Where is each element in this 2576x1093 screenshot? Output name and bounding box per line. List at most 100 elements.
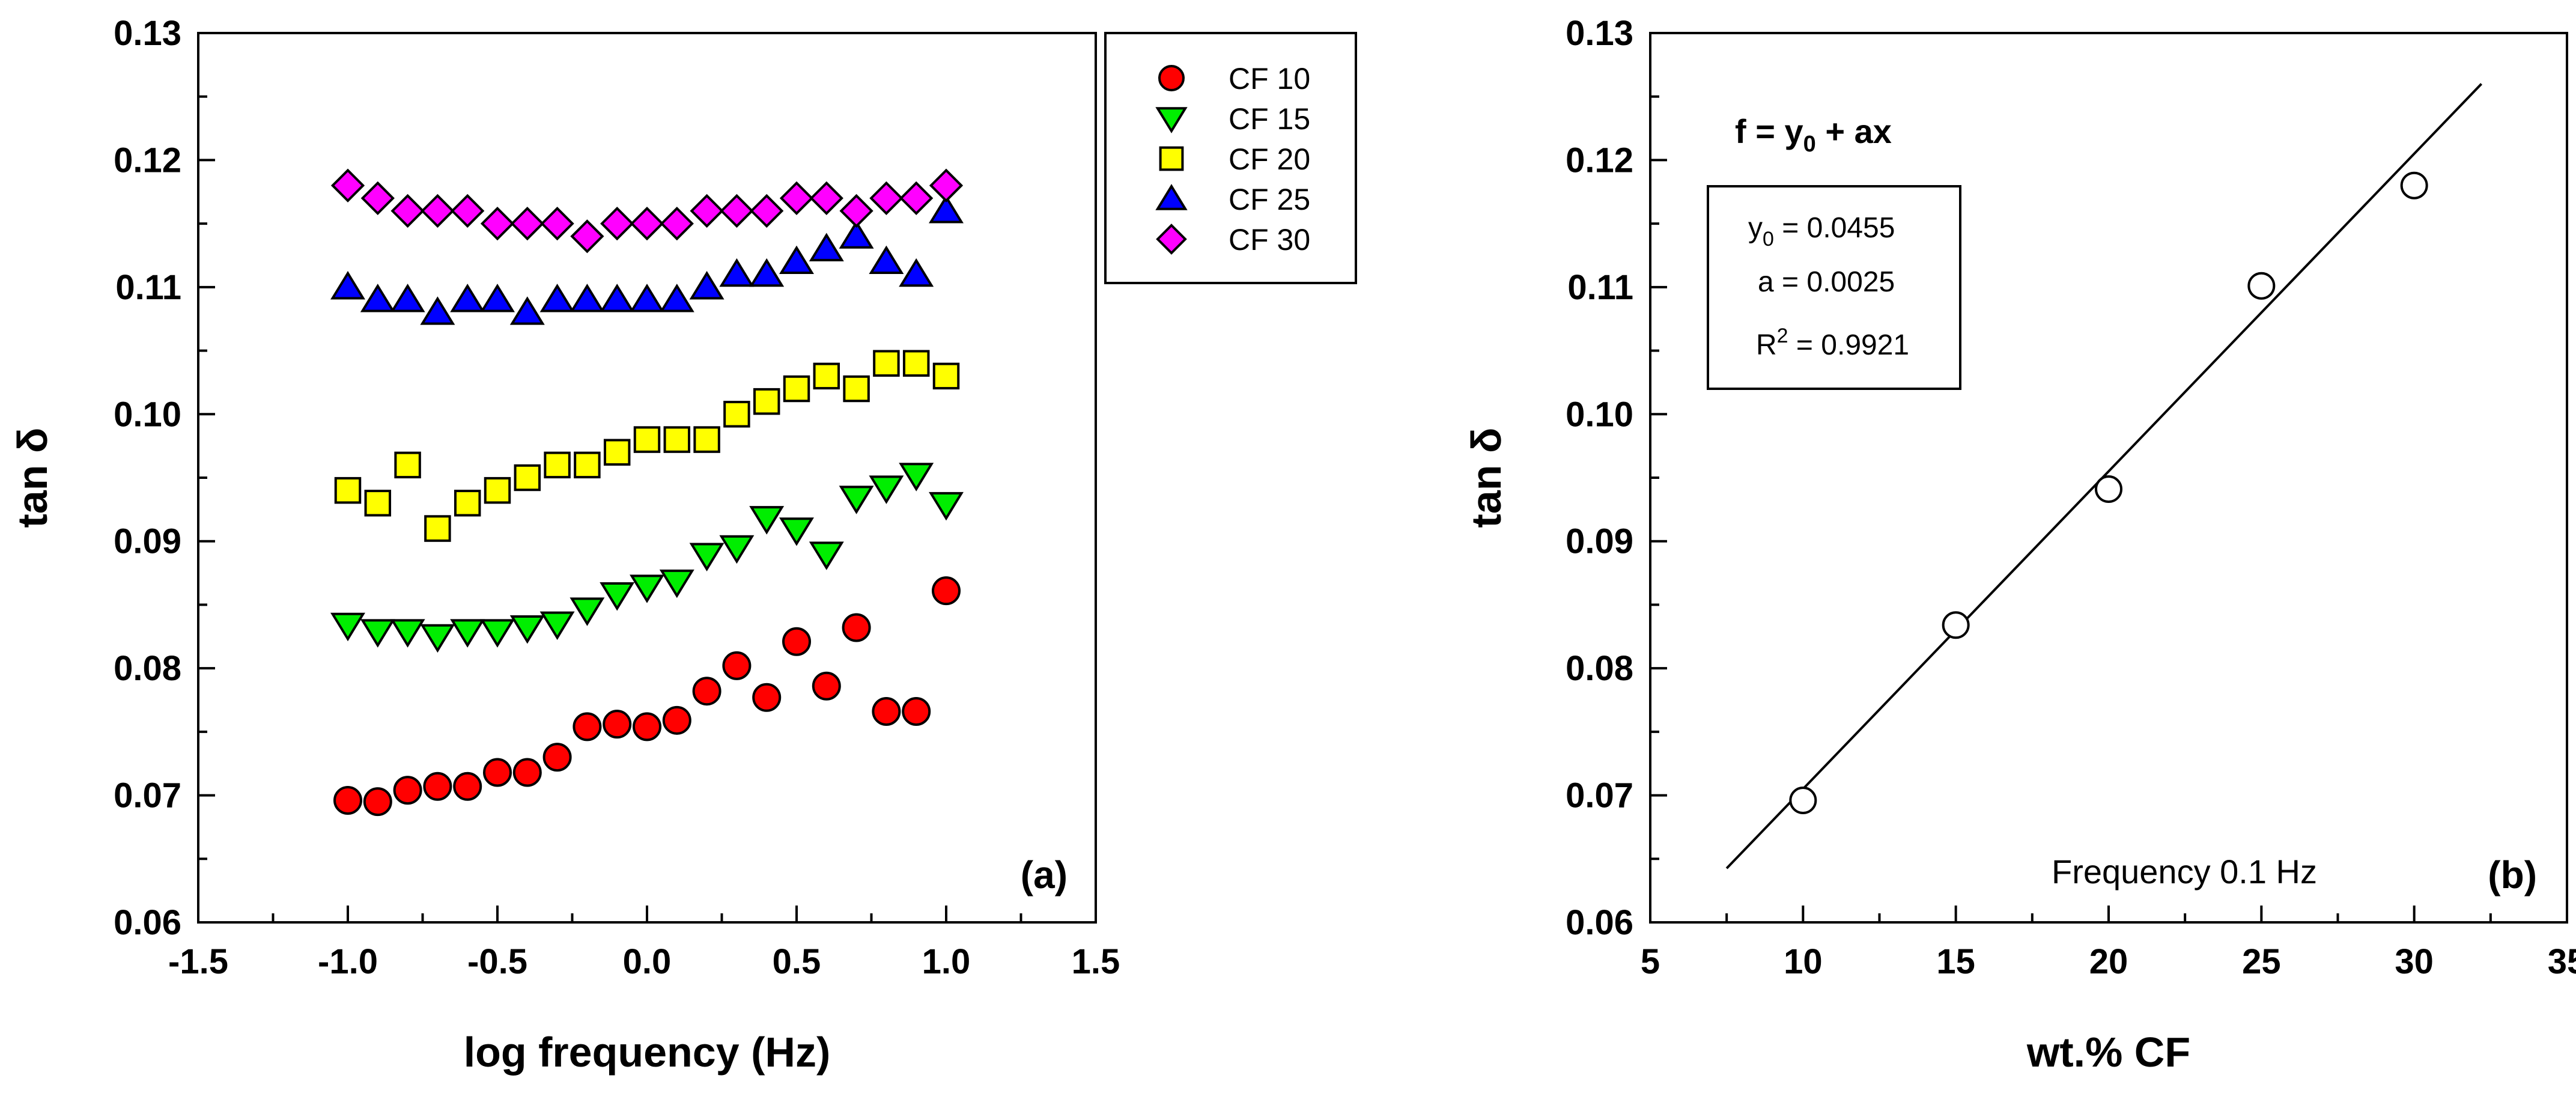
panel-b-ylabel: tan δ	[1463, 428, 1510, 528]
data-point-cf-25	[719, 258, 755, 287]
data-point-cf-15	[659, 569, 694, 598]
panel-b-ytick-label: 0.13	[1566, 14, 1633, 53]
data-point-cf-30	[480, 207, 515, 241]
data-point-cf-15	[869, 475, 904, 504]
data-point-cf-15	[929, 492, 964, 521]
data-point-cf-25	[869, 245, 904, 275]
data-point-cf-10	[752, 683, 782, 712]
panel-a-xtick-label: 0.5	[773, 942, 821, 981]
data-point-cf-15	[480, 619, 515, 648]
panel-b: 0.060.070.080.090.100.110.120.135 10 15 20 2…	[1463, 14, 2576, 1076]
data-point-cf-20	[454, 490, 481, 517]
legend-items: CF 10 CF 15 CF 20 CF 25 CF 30	[1155, 62, 1310, 257]
data-point-cf-15	[899, 463, 934, 492]
data-point-wt-cf	[2400, 171, 2428, 199]
panel-b-xtick-label: 25	[2242, 942, 2281, 981]
data-point-cf-25	[659, 284, 694, 312]
data-point-cf-10	[872, 697, 901, 726]
panel-a-plot-frame	[197, 32, 1097, 924]
fit-r2-value: = 0.9921	[1788, 329, 1910, 361]
data-point-cf-15	[809, 541, 844, 570]
panel-a-data-points	[330, 168, 964, 817]
data-point-cf-10	[542, 743, 572, 772]
data-point-cf-30	[421, 193, 455, 228]
data-point-cf-10	[423, 772, 452, 801]
data-point-cf-20	[813, 362, 840, 390]
data-point-cf-10	[842, 613, 871, 642]
data-point-cf-10	[692, 677, 721, 706]
legend-marker-cf-15	[1155, 107, 1188, 133]
data-point-cf-30	[360, 181, 395, 215]
fit-y0: y0 = 0.0455	[1748, 212, 1895, 251]
fit-y0-subscript: 0	[1763, 228, 1774, 251]
data-point-cf-20	[932, 362, 960, 390]
data-point-cf-15	[450, 619, 485, 648]
legend-label: CF 30	[1229, 223, 1310, 257]
data-point-cf-10	[932, 576, 961, 606]
legend-label: CF 25	[1229, 183, 1310, 216]
data-point-wt-cf	[2247, 272, 2276, 300]
data-point-cf-30	[451, 193, 485, 228]
data-point-cf-20	[633, 426, 661, 453]
data-point-cf-25	[570, 284, 605, 312]
data-point-cf-20	[783, 375, 810, 403]
panel-a-ytick-label: 0.10	[114, 395, 181, 434]
data-point-cf-25	[809, 233, 844, 261]
data-point-cf-25	[779, 245, 814, 275]
data-point-cf-15	[600, 582, 635, 611]
data-point-cf-30	[660, 207, 694, 241]
panel-a-xtick-label: 0.0	[623, 942, 672, 981]
panel-a-xtick-label: 1.5	[1072, 942, 1120, 981]
data-point-cf-30	[750, 193, 784, 228]
panel-b-ytick-label: 0.11	[1567, 268, 1633, 307]
legend-box	[1104, 32, 1357, 284]
data-point-cf-10	[722, 651, 752, 680]
data-point-cf-25	[450, 284, 485, 312]
data-point-cf-20	[843, 375, 870, 403]
panel-a-ytick-label: 0.08	[114, 649, 181, 688]
data-point-cf-10	[453, 772, 482, 801]
panel-a: 0.06 0.07 0.08 0.09 0.10 0.11 0.12 0.13 -1.5 -1.0…	[9, 14, 1357, 1076]
panel-a-ytick-label: 0.06	[114, 903, 181, 942]
panel-b-ytick-label: 0.09	[1566, 522, 1633, 561]
data-point-cf-25	[420, 296, 455, 325]
panel-a-xtick-label: -0.5	[467, 942, 527, 981]
legend-label: CF 20	[1229, 142, 1310, 176]
panel-b-ytick-label: 0.08	[1566, 649, 1633, 688]
data-point-cf-25	[630, 284, 664, 312]
legend-label: CF 15	[1229, 102, 1310, 136]
fit-y0-value: = 0.0455	[1774, 212, 1895, 244]
fit-equation: f = y0 + ax	[1735, 112, 1892, 157]
data-point-cf-15	[330, 612, 365, 642]
data-point-cf-30	[330, 168, 365, 202]
panel-a-ytick-label: 0.07	[114, 776, 181, 815]
data-point-cf-25	[539, 284, 575, 312]
panel-b-xlabel: wt.% CF	[2026, 1029, 2190, 1076]
data-point-cf-10	[483, 758, 512, 787]
data-point-cf-20	[394, 451, 421, 479]
legend: CF 10 CF 15 CF 20 CF 25 CF 30	[1104, 32, 1357, 284]
data-point-cf-30	[929, 168, 964, 202]
legend-marker-cf-20	[1159, 146, 1184, 171]
data-point-cf-10	[512, 758, 542, 787]
data-point-cf-20	[603, 439, 631, 466]
data-point-cf-25	[689, 270, 724, 300]
data-point-cf-10	[603, 710, 632, 739]
data-point-cf-20	[873, 350, 900, 377]
data-point-cf-10	[902, 697, 931, 726]
data-point-cf-30	[390, 193, 425, 228]
data-point-cf-15	[539, 611, 575, 641]
panel-b-xtick-label: 35	[2548, 942, 2576, 981]
data-point-cf-15	[570, 597, 605, 626]
data-point-cf-20	[723, 401, 750, 428]
fit-equation-suffix: + ax	[1816, 112, 1892, 150]
data-point-cf-25	[480, 284, 515, 312]
data-point-cf-30	[839, 193, 873, 228]
panel-b-ytick-label: 0.10	[1566, 395, 1633, 434]
data-point-cf-20	[663, 426, 691, 453]
data-point-cf-20	[693, 426, 720, 453]
data-point-cf-30	[630, 207, 664, 241]
data-point-cf-15	[509, 615, 545, 644]
data-point-cf-15	[390, 619, 425, 648]
data-point-cf-25	[749, 258, 785, 287]
